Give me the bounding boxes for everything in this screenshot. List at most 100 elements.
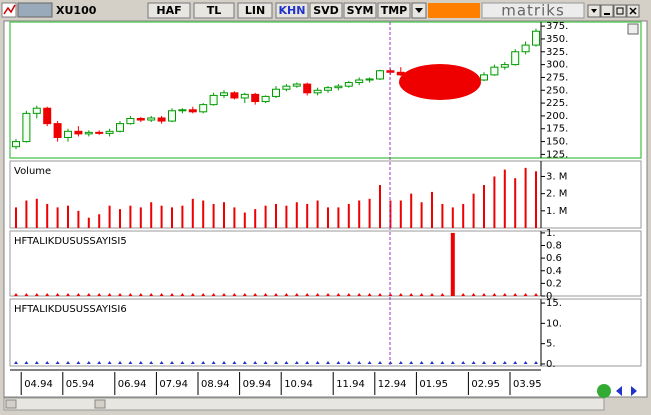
zero-marker <box>107 360 112 364</box>
zero-marker <box>97 293 102 296</box>
scroll-thumb[interactable] <box>94 399 106 409</box>
left-button[interactable] <box>616 386 622 396</box>
brand-box <box>481 2 585 19</box>
zero-marker <box>138 293 143 296</box>
zero-marker <box>201 360 206 364</box>
zero-marker <box>159 293 164 296</box>
bar <box>56 207 59 228</box>
bar <box>379 185 381 228</box>
y-tick-label: 0.6 <box>546 253 562 264</box>
bar <box>535 171 537 228</box>
scrollbar[interactable] <box>3 397 605 411</box>
right-button[interactable] <box>631 386 637 396</box>
toolbar-button-label: LIN <box>245 4 265 17</box>
panel <box>9 298 642 367</box>
bar <box>358 200 361 228</box>
candle-body <box>168 110 176 122</box>
x-tick-label: 09.94 <box>243 379 272 390</box>
x-tick-label: 06.94 <box>118 379 147 390</box>
toolbar-button[interactable] <box>275 2 309 19</box>
candle-body <box>64 130 72 138</box>
y-tick-label: 3. M <box>546 171 567 182</box>
bar <box>472 193 475 228</box>
bar <box>139 207 142 228</box>
candle-body <box>116 123 124 132</box>
bar <box>150 202 153 228</box>
bar <box>306 203 309 228</box>
x-tick-label: 10.94 <box>284 379 313 390</box>
candle-body <box>84 131 93 135</box>
toolbar-button[interactable] <box>309 2 343 19</box>
zero-marker <box>315 293 320 296</box>
maximize-button[interactable] <box>613 4 627 18</box>
zero-marker <box>482 360 486 364</box>
candle-body <box>355 79 364 84</box>
zero-marker <box>190 293 195 296</box>
zero-marker <box>284 360 289 364</box>
panel-button[interactable] <box>627 23 639 35</box>
candle-body <box>511 51 520 66</box>
candle-body <box>324 87 332 91</box>
bar <box>493 176 496 228</box>
bar <box>108 205 111 228</box>
zero-marker <box>14 293 18 296</box>
zero-marker <box>523 293 528 296</box>
zero-marker <box>471 360 476 364</box>
toolbar-button[interactable] <box>147 2 191 19</box>
candle-body <box>74 130 83 135</box>
y-tick-label: 200. <box>546 111 568 122</box>
scroll-left[interactable] <box>5 399 17 409</box>
bar <box>275 203 277 228</box>
zero-marker <box>97 360 102 364</box>
candle-body <box>480 74 488 81</box>
zero-marker <box>513 360 518 364</box>
zero-marker <box>398 293 403 296</box>
bar <box>223 202 225 228</box>
toolbar-button[interactable] <box>237 2 273 19</box>
bar <box>295 202 298 228</box>
bar <box>285 205 288 228</box>
x-tick-label: 08.94 <box>201 379 230 390</box>
menu-arrow <box>591 9 597 13</box>
bar <box>483 185 485 228</box>
zero-marker <box>138 360 143 364</box>
zero-marker <box>128 360 133 364</box>
zero-marker <box>502 360 507 364</box>
x-tick-label: 01.95 <box>419 379 448 390</box>
zero-marker <box>450 360 455 364</box>
zero-marker <box>159 360 164 364</box>
zero-marker <box>149 293 154 296</box>
bar <box>212 203 215 228</box>
candle-body <box>344 82 353 87</box>
y-tick-label: 0. <box>546 291 556 302</box>
toolbar-button-label: HAF <box>156 4 181 17</box>
panel <box>9 160 642 229</box>
y-tick-label: 1. M <box>546 206 567 217</box>
bar <box>410 193 413 228</box>
candle-body <box>230 92 239 99</box>
zero-marker <box>149 360 154 364</box>
refresh-button[interactable] <box>597 384 611 398</box>
candle-body <box>32 107 41 114</box>
zero-marker <box>211 360 216 364</box>
candle-body <box>53 123 62 138</box>
zero-marker <box>107 293 112 296</box>
toolbar-button[interactable] <box>377 2 411 19</box>
candle-body <box>521 44 530 53</box>
candle-body <box>178 109 187 112</box>
panel <box>9 21 642 159</box>
y-tick-label: 275. <box>546 72 568 83</box>
bar <box>431 191 433 228</box>
candle-body <box>240 93 249 99</box>
zero-marker <box>45 293 50 296</box>
zero-marker <box>76 360 81 364</box>
zero-marker <box>378 360 382 364</box>
minimize-button[interactable] <box>600 4 614 18</box>
zero-marker <box>211 293 216 296</box>
zero-marker <box>242 360 247 364</box>
toolbar-button[interactable] <box>343 2 377 19</box>
toolbar-button[interactable] <box>193 2 235 19</box>
zero-marker <box>430 293 434 296</box>
y-tick-label: 10. <box>546 318 562 329</box>
zero-marker <box>357 293 362 296</box>
